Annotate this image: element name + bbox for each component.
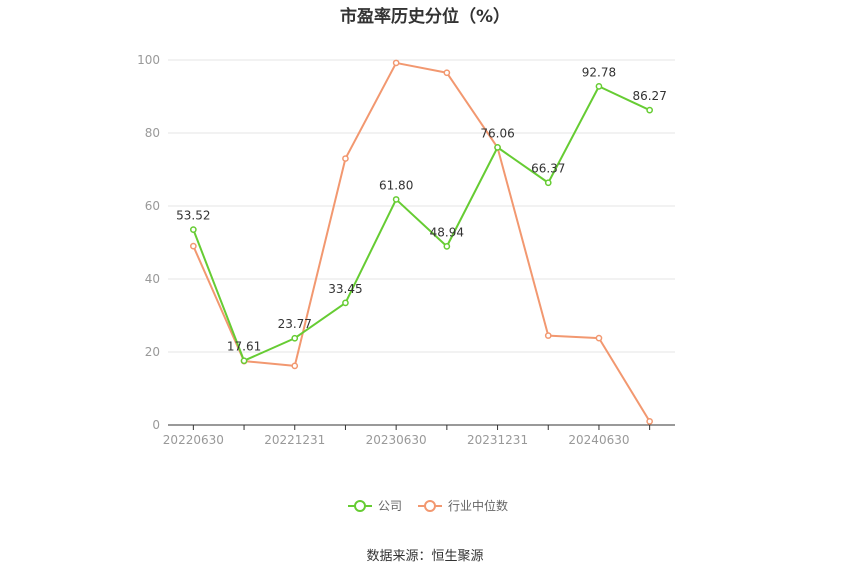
legend-marker <box>354 500 366 512</box>
data-point <box>544 332 552 339</box>
data-label: 61.80 <box>379 178 413 192</box>
series-group <box>190 59 654 425</box>
y-tick-label: 20 <box>145 345 160 359</box>
data-label: 53.52 <box>176 209 210 223</box>
data-label: 86.27 <box>632 89 666 103</box>
data-point <box>595 334 603 342</box>
x-tick-label: 20221231 <box>264 433 325 447</box>
data-label: 23.77 <box>278 317 312 331</box>
x-tick-label: 20220630 <box>163 433 224 447</box>
data-point <box>443 243 451 250</box>
legend-label: 公司 <box>378 499 402 513</box>
y-tick-label: 80 <box>145 126 160 140</box>
series-line-1 <box>192 61 651 422</box>
data-point <box>595 83 603 90</box>
data-point <box>494 144 501 151</box>
data-point <box>544 179 552 187</box>
data-point <box>190 226 197 234</box>
data-point <box>392 59 400 67</box>
data-point <box>392 196 400 203</box>
legend: 公司 行业中位数 <box>348 498 508 513</box>
data-label: 92.78 <box>582 65 616 79</box>
x-tick-label: 20231231 <box>467 433 528 447</box>
data-point <box>646 418 654 425</box>
x-tick-label: 20240630 <box>568 433 629 447</box>
data-point <box>190 242 197 250</box>
data-label: 66.37 <box>531 162 565 176</box>
data-label: 17.61 <box>227 340 261 354</box>
data-label: 33.45 <box>328 282 362 296</box>
data-point <box>342 299 349 307</box>
x-tick-label: 20230630 <box>366 433 427 447</box>
data-point <box>291 334 299 342</box>
y-tick-label: 60 <box>145 199 160 213</box>
legend-marker <box>424 500 436 512</box>
data-source: 数据来源：恒生聚源 <box>366 549 484 564</box>
data-point <box>646 106 654 114</box>
data-point <box>342 155 349 162</box>
data-labels: 53.52 17.61 23.77 33.45 61.80 48.94 76.06 66.37… <box>176 65 667 353</box>
line-chart: 0 20 40 60 80 100 20220630 20221231 20230630 2023… <box>137 53 675 513</box>
data-point <box>443 69 451 77</box>
series-line-0 <box>192 85 651 362</box>
data-label: 48.94 <box>430 225 464 239</box>
y-tick-label: 40 <box>145 272 160 286</box>
y-tick-label: 100 <box>137 53 160 67</box>
y-tick-label: 0 <box>152 418 160 432</box>
data-point <box>291 362 299 370</box>
data-label: 76.06 <box>480 126 514 140</box>
gridlines <box>168 59 675 353</box>
chart-title: 市盈率历史分位（%） <box>339 7 511 27</box>
data-point <box>240 357 248 365</box>
axes: 0 20 40 60 80 100 20220630 20221231 20230630 2023… <box>137 53 675 447</box>
legend-label: 行业中位数 <box>448 498 508 513</box>
